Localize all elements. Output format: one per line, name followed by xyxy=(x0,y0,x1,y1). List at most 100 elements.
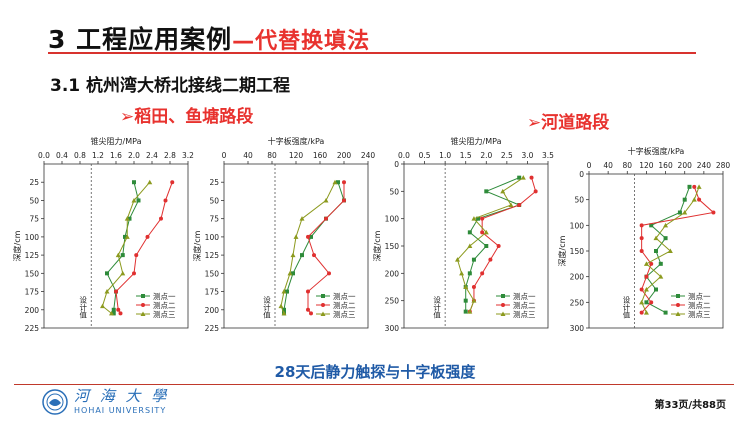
footer-divider xyxy=(14,384,734,385)
label-left: ➢稻田、鱼塘路段 xyxy=(120,107,254,127)
design-value-label: 设计值 xyxy=(432,295,441,320)
legend-marker xyxy=(676,294,680,298)
data-point xyxy=(309,311,313,316)
y-tick-label: 50 xyxy=(389,187,399,196)
data-point xyxy=(483,229,489,235)
data-point xyxy=(104,289,110,294)
data-point xyxy=(658,274,664,279)
y-tick-label: 200 xyxy=(385,269,400,278)
y-tick-label: 250 xyxy=(385,297,400,306)
x-tick-label: 120 xyxy=(289,151,304,160)
design-value-label: 设计值 xyxy=(622,295,631,320)
data-point xyxy=(282,307,286,312)
x-tick-label: 0 xyxy=(222,151,227,160)
series-line-3 xyxy=(101,181,151,314)
x-tick-label: 160 xyxy=(658,161,673,170)
data-point xyxy=(644,274,649,279)
university-logo: 河 海 大 學 HOHAI UNIVERSITY xyxy=(42,389,169,415)
data-point xyxy=(116,307,121,312)
y-tick-label: 150 xyxy=(205,269,220,278)
y-tick-label: 75 xyxy=(209,215,219,224)
data-point xyxy=(682,197,687,202)
data-point xyxy=(658,261,663,266)
x-tick-label: 3.0 xyxy=(521,151,533,160)
data-point xyxy=(643,287,649,292)
x-tick-label: 1.0 xyxy=(439,151,451,160)
label-right: ➢河道路段 xyxy=(527,113,610,133)
data-point xyxy=(127,216,132,221)
y-tick-label: 200 xyxy=(205,306,220,315)
data-point xyxy=(115,252,121,258)
y-tick-label: 100 xyxy=(570,221,585,230)
y-tick-label: 125 xyxy=(25,251,40,260)
data-point xyxy=(687,184,692,189)
data-point xyxy=(281,289,287,294)
data-point xyxy=(306,234,310,239)
data-point xyxy=(649,223,654,228)
data-point xyxy=(467,309,473,314)
data-point xyxy=(336,180,340,185)
data-point xyxy=(692,184,697,189)
y-tick-label: 150 xyxy=(25,269,40,278)
data-point xyxy=(306,289,310,294)
chart-title: 十字板强度/kPa xyxy=(268,136,325,146)
y-tick-label: 50 xyxy=(209,196,219,205)
y-tick-label: 25 xyxy=(209,178,219,187)
legend-label: 测点三 xyxy=(513,310,536,319)
x-tick-label: 0.8 xyxy=(74,151,86,160)
data-point xyxy=(471,298,477,303)
y-tick-label: 125 xyxy=(205,251,220,260)
y-tick-label: 100 xyxy=(385,215,400,224)
data-point xyxy=(639,249,644,253)
y-tick-label: 175 xyxy=(25,288,40,297)
x-tick-label: 40 xyxy=(243,151,253,160)
data-point xyxy=(663,222,669,228)
data-point xyxy=(639,287,644,292)
legend-marker xyxy=(141,303,145,307)
data-point xyxy=(467,243,473,248)
y-tick-label: 75 xyxy=(29,215,39,224)
data-point xyxy=(471,285,476,289)
y-tick-label: 0 xyxy=(394,160,399,169)
data-point xyxy=(480,216,485,221)
data-point xyxy=(663,310,668,315)
data-point xyxy=(476,216,481,221)
data-point xyxy=(278,303,284,309)
data-point xyxy=(496,244,501,248)
y-tick-label: 225 xyxy=(205,324,220,333)
y-tick-label: 150 xyxy=(385,242,400,251)
y-tick-label: 0 xyxy=(579,170,584,179)
data-point xyxy=(312,253,316,258)
section-heading: 3.1 杭州湾大桥北接线二期工程 xyxy=(50,76,291,96)
slide-title-main: 3 工程应用案例 xyxy=(48,25,233,54)
legend-label: 测点三 xyxy=(333,310,356,319)
legend-marker xyxy=(675,311,681,316)
data-point xyxy=(696,184,702,189)
chart-3: 锥尖阻力/MPa 0.0 0.5 1.0 1.5 2.0 2.5 3.0 3.5 0 50 100 15… xyxy=(372,136,554,333)
data-point xyxy=(454,257,460,262)
data-point xyxy=(323,197,329,203)
y-tick-label: 25 xyxy=(29,178,39,187)
data-point xyxy=(508,202,514,207)
data-point xyxy=(111,307,116,312)
chart-1: 锥尖阻力/MPa 0.0 0.4 0.8 1.2 1.6 2.0 2.4 2.8 3.2 25 50 7… xyxy=(12,136,194,333)
x-tick-label: 0.0 xyxy=(38,151,50,160)
data-point xyxy=(480,230,485,235)
x-tick-label: 2.5 xyxy=(501,151,513,160)
y-tick-label: 100 xyxy=(25,233,40,242)
x-tick-label: 1.6 xyxy=(110,151,122,160)
data-point xyxy=(145,234,150,239)
y-tick-label: 50 xyxy=(574,196,584,205)
data-point xyxy=(170,180,175,185)
data-point xyxy=(293,234,299,239)
x-tick-label: 1.2 xyxy=(92,151,104,160)
data-point xyxy=(463,309,468,314)
data-point xyxy=(132,180,136,185)
data-point xyxy=(124,216,130,221)
data-point xyxy=(306,307,310,312)
data-point xyxy=(287,270,293,276)
y-tick-label: 300 xyxy=(570,324,585,333)
data-point xyxy=(654,287,658,292)
data-point xyxy=(639,310,644,315)
x-tick-label: 280 xyxy=(716,161,731,170)
